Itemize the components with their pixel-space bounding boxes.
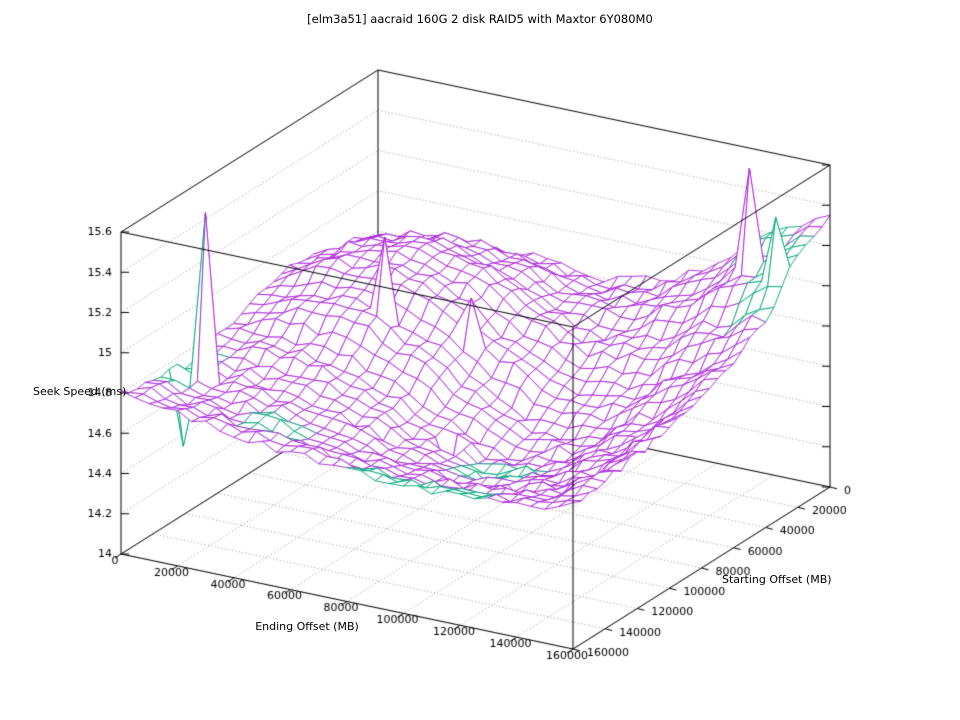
y-axis-label: Starting Offset (MB)	[722, 573, 832, 586]
z-axis-label: Seek Speed (ms)	[33, 385, 127, 398]
x-axis-label: Ending Offset (MB)	[255, 620, 359, 633]
chart-title: [elm3a51] aacraid 160G 2 disk RAID5 with…	[307, 12, 653, 26]
